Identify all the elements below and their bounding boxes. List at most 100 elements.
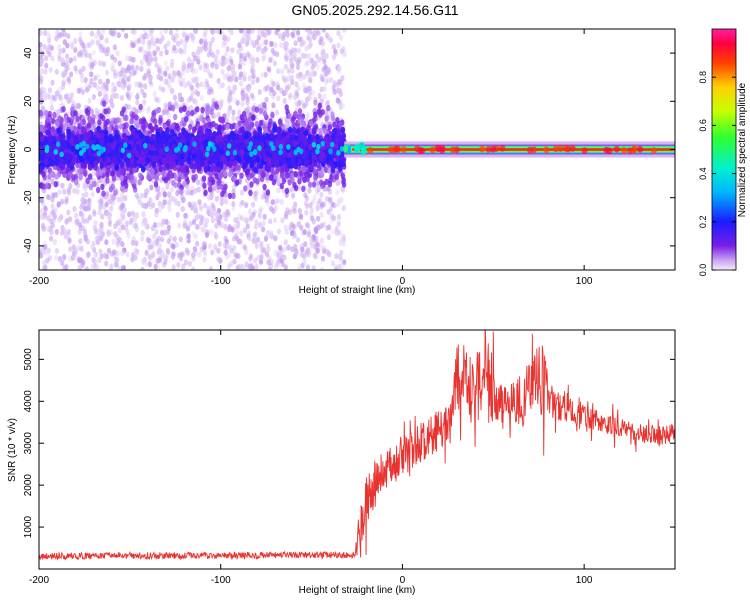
heatmap-cell — [222, 242, 228, 249]
heatmap-cell — [170, 88, 175, 95]
heatmap-cell — [146, 174, 151, 181]
heatmap-cell — [87, 201, 92, 208]
heatmap-cell — [89, 78, 94, 85]
heatmap-cell — [43, 244, 48, 251]
heatmap-cell — [208, 40, 213, 47]
heatmap-cell — [272, 60, 278, 67]
heatmap-cell — [226, 65, 231, 72]
heatmap-cell — [78, 174, 83, 181]
heatmap-cell — [293, 170, 298, 178]
heatmap-cell — [160, 236, 165, 243]
heatmap-cell — [315, 64, 320, 71]
heatmap-cell — [209, 87, 214, 93]
heatmap-cell — [156, 106, 161, 114]
heatmap-cell — [73, 38, 78, 44]
heatmap-cell — [262, 188, 267, 195]
heatmap-cell — [90, 61, 95, 68]
heatmap-cell — [50, 117, 56, 125]
heatmap-cell — [275, 198, 280, 205]
heatmap-cell — [304, 209, 309, 216]
heatmap-cell — [163, 78, 168, 85]
heatmap-cell — [109, 263, 114, 270]
heatmap-cell — [68, 183, 73, 189]
heatmap-cell — [81, 65, 86, 72]
heatmap-cell — [183, 259, 188, 266]
heatmap-cell — [83, 233, 88, 240]
heatmap-cell — [134, 81, 139, 88]
heatmap-cell — [251, 68, 256, 75]
heatmap-cell — [305, 96, 310, 103]
heatmap-cell — [162, 199, 167, 206]
heatmap-cell — [107, 221, 112, 227]
heatmap-cell — [81, 42, 86, 49]
heatmap-cell — [76, 102, 81, 109]
heatmap-cell — [196, 179, 201, 186]
heatmap-cell — [78, 238, 83, 245]
heatmap-cell — [65, 53, 70, 60]
heatmap-cell — [64, 219, 69, 225]
heatmap-cell — [203, 202, 208, 209]
heatmap-cell — [50, 178, 55, 185]
heatmap-cell — [254, 114, 259, 121]
heatmap-cell — [273, 42, 278, 48]
heatmap-cell — [306, 231, 311, 238]
heatmap-cell — [115, 117, 120, 124]
heatmap-cell — [179, 188, 184, 196]
heatmap-cell — [305, 264, 311, 270]
heatmap-cell — [303, 192, 308, 199]
heatmap-cell — [210, 52, 216, 59]
heatmap-cell — [67, 237, 72, 244]
heatmap-cell — [43, 68, 48, 75]
heatmap-cell — [235, 236, 240, 243]
heatmap-cell — [324, 115, 329, 122]
heatmap-cell — [248, 189, 253, 197]
heatmap-cell — [39, 72, 43, 79]
heatmap-cell — [57, 52, 62, 59]
heatmap-cell — [243, 216, 248, 223]
heatmap-cell — [226, 263, 231, 270]
heatmap-cell — [336, 220, 341, 226]
heatmap-cell — [203, 250, 208, 256]
heatmap-cell — [303, 87, 308, 94]
heatmap-cell — [214, 103, 220, 110]
heatmap-cell — [166, 238, 171, 245]
heatmap-cell — [319, 98, 324, 105]
heatmap-cell — [42, 43, 47, 50]
heatmap-cell — [155, 45, 160, 52]
heatmap-cell — [262, 86, 267, 93]
heatmap-cell — [257, 212, 262, 219]
heatmap-cell — [284, 84, 289, 91]
heatmap-cell — [203, 222, 208, 229]
heatmap-cell — [105, 209, 110, 216]
heatmap-cell — [262, 53, 267, 60]
heatmap-cell — [276, 84, 281, 91]
heatmap-cell — [319, 222, 324, 229]
heatmap-cell — [191, 51, 196, 58]
heatmap-cell — [305, 203, 310, 210]
heatmap-cell — [229, 59, 234, 65]
heatmap-cell — [231, 184, 237, 191]
heatmap-cell — [58, 31, 63, 38]
heatmap-cell — [121, 78, 126, 85]
heatmap-cell — [171, 195, 176, 202]
heatmap-cell — [115, 241, 120, 248]
heatmap-cell — [271, 81, 276, 88]
heatmap-cell — [277, 32, 282, 39]
heatmap-cell — [256, 254, 261, 261]
heatmap-cell — [105, 171, 110, 178]
heatmap-cell — [147, 253, 152, 260]
heatmap-cell — [320, 255, 325, 262]
heatmap-cell — [194, 76, 199, 83]
heatmap-cell — [297, 108, 303, 115]
heatmap-cell — [73, 65, 78, 72]
heatmap-cell — [72, 187, 77, 194]
heatmap-cell — [308, 77, 313, 84]
heatmap-cell — [98, 235, 103, 242]
heatmap-cell — [268, 90, 273, 97]
heatmap-cell — [238, 59, 243, 66]
heatmap-cell — [64, 263, 69, 270]
heatmap-cell — [160, 35, 165, 42]
heatmap-cell — [188, 220, 193, 227]
heatmap-cell — [49, 100, 54, 106]
heatmap-cell — [217, 29, 222, 36]
